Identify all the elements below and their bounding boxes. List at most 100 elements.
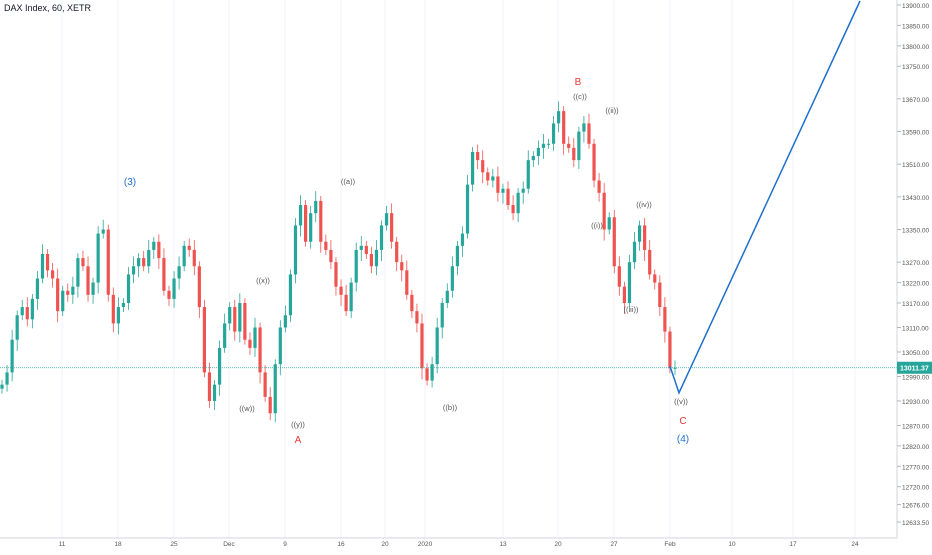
y-tick-label: 13430.00 (902, 195, 929, 202)
candle-body (516, 192, 520, 214)
x-tick-label: 9 (283, 541, 287, 548)
wave-label: ((b)) (443, 403, 458, 412)
candle-body (420, 323, 424, 369)
candle-body (632, 241, 637, 263)
candle-body (577, 131, 581, 161)
candle-body (622, 286, 626, 303)
y-tick-label: 13510.00 (902, 162, 929, 169)
candle-body (536, 147, 540, 157)
candle-body (643, 225, 647, 250)
candle-body (324, 241, 328, 250)
x-tick-label: 27 (610, 541, 618, 548)
y-tick-label: 13590.00 (902, 130, 929, 137)
candle-body (364, 245, 368, 255)
wave-label: (4) (677, 434, 689, 445)
candle-body (531, 156, 535, 161)
candle-body (673, 367, 677, 369)
candle-body (587, 123, 591, 144)
y-tick-label: 13350.00 (902, 228, 929, 235)
candle-body (304, 205, 308, 242)
candle-body (101, 229, 105, 234)
candle-body (668, 331, 672, 369)
candle-body (405, 270, 409, 295)
candle-body (91, 282, 95, 295)
candle-body (597, 180, 601, 193)
candle-body (491, 176, 495, 181)
candle-body (106, 229, 110, 295)
candle-body (147, 249, 151, 267)
candle-body (582, 123, 586, 132)
candle-body (314, 200, 318, 214)
candle-body (481, 160, 485, 173)
candle-body (283, 315, 287, 328)
wave-label: ((iv)) (636, 200, 652, 209)
candle-body (567, 143, 571, 148)
wave-label: ((y)) (291, 420, 305, 429)
candle-body (35, 278, 40, 299)
x-tick-label: 18 (114, 541, 122, 548)
y-tick-label: 13270.00 (902, 260, 929, 267)
y-tick-label: 13220.00 (902, 281, 929, 288)
candle-body (172, 278, 176, 299)
x-tick-label: 17 (789, 541, 797, 548)
candle-body (111, 294, 115, 324)
candle-body (71, 286, 75, 295)
y-tick-label: 12870.00 (902, 423, 929, 430)
candle-body (137, 258, 141, 267)
x-tick-label: 25 (170, 541, 178, 548)
wave-label: ((a)) (341, 177, 356, 186)
y-tick-label: 12720.00 (902, 485, 929, 492)
y-tick-label: 13800.00 (902, 44, 929, 51)
candle-body (207, 372, 212, 401)
candle-body (470, 151, 475, 185)
y-tick-label: 12633.50 (902, 520, 929, 527)
candle-body (410, 294, 414, 312)
candle-body (617, 266, 621, 287)
candle-body (233, 307, 237, 332)
y-tick-label: 13750.00 (902, 64, 929, 71)
candle-body (243, 302, 247, 340)
y-tick-label: 13670.00 (902, 97, 929, 104)
candle-body (15, 315, 19, 340)
candle-body (648, 249, 652, 275)
candle-body (460, 233, 465, 246)
candle-body (212, 384, 217, 401)
candle-body (334, 262, 338, 287)
candle-body (344, 294, 348, 312)
candle-body (476, 151, 480, 161)
candle-body (20, 307, 24, 316)
y-tick-label: 13170.00 (902, 301, 929, 308)
candle-body (557, 111, 561, 124)
candle-body (30, 298, 34, 320)
candle-body (10, 339, 14, 373)
candle-body (187, 245, 191, 250)
candle-body (293, 225, 298, 275)
candle-body (40, 254, 45, 279)
candle-body (319, 200, 323, 242)
candle-body (238, 302, 242, 332)
candle-body (182, 245, 186, 267)
candle-body (81, 258, 85, 267)
candle-body (157, 241, 161, 259)
wave-label: (3) (124, 177, 136, 188)
x-tick-label: 13 (499, 541, 507, 548)
candle-body (551, 123, 556, 144)
y-tick-label: 13900.00 (902, 3, 929, 10)
candle-body (177, 266, 181, 279)
candle-body (248, 339, 252, 348)
candle-body (25, 307, 29, 320)
x-tick-label: 2020 (418, 541, 433, 548)
x-tick-label: Dec (223, 541, 235, 548)
candle-body (142, 258, 146, 267)
candle-body (121, 302, 126, 308)
candle-body (379, 225, 384, 250)
y-tick-label: 12820.00 (902, 444, 929, 451)
candle-body (354, 249, 358, 283)
candle-body (273, 364, 277, 414)
candle-body (116, 307, 120, 324)
wave-label: ((c)) (573, 92, 587, 101)
projection-line (669, 0, 861, 395)
candle-body (627, 262, 632, 303)
x-tick-label: Feb (664, 541, 676, 548)
